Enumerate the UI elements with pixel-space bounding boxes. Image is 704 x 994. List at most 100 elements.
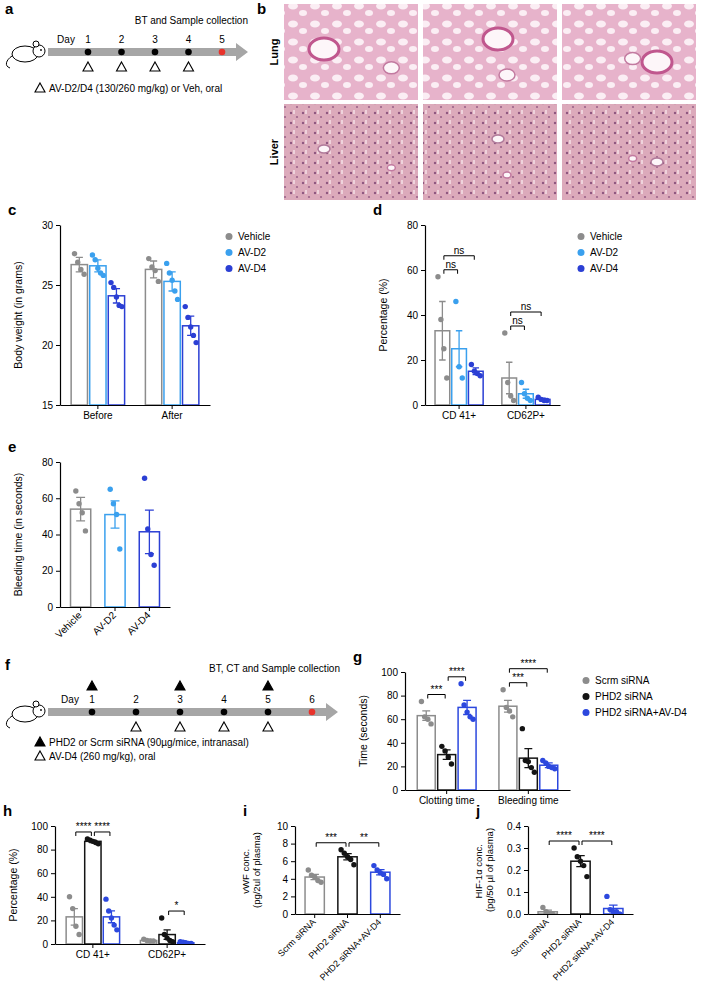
- data-point: [552, 766, 557, 771]
- y-axis-title: HIF-1α conc. (pg/50 µl of plasma): [473, 828, 495, 912]
- significance-label: ***: [431, 684, 443, 695]
- data-point: [425, 717, 430, 722]
- data-point: [529, 765, 534, 770]
- significance-label: ns: [445, 259, 456, 270]
- data-point: [584, 874, 589, 879]
- day-number: 5: [219, 34, 225, 45]
- y-tick-mark: [56, 498, 60, 499]
- data-point: [109, 915, 114, 920]
- data-point: [550, 911, 555, 914]
- y-tick-label: 20: [407, 355, 419, 366]
- y-tick: 60: [407, 265, 425, 276]
- triangle-marker: [263, 722, 273, 731]
- legend-marker: [226, 249, 233, 256]
- significance-bracket: [549, 841, 579, 845]
- y-tick: 30: [42, 220, 60, 231]
- bar: [159, 935, 175, 944]
- x-tick-mark: [613, 914, 614, 918]
- data-point: [90, 252, 95, 257]
- data-point: [470, 717, 475, 722]
- x-tick: AV-D4: [125, 607, 153, 637]
- data-point: [146, 256, 151, 261]
- panel-letter: b: [257, 0, 266, 17]
- y-tick-label: 40: [407, 310, 419, 321]
- bar: [338, 857, 357, 914]
- bar: [85, 841, 101, 944]
- day-dot: [177, 709, 184, 716]
- data-point: [581, 863, 586, 868]
- x-tick-label: CD 41+: [76, 949, 110, 960]
- y-tick-mark: [51, 826, 55, 827]
- y-tick-mark: [291, 879, 295, 880]
- y-tick-mark: [291, 896, 295, 897]
- error-bar: [506, 362, 512, 394]
- y-tick: 0: [42, 939, 55, 950]
- bar: [519, 758, 537, 790]
- y-tick-label: 2: [282, 891, 288, 902]
- data-point: [461, 702, 466, 707]
- data-point: [80, 510, 85, 515]
- significance-label: ****: [521, 658, 537, 669]
- y-tick-label: 60: [37, 868, 49, 879]
- error-bar: [150, 261, 157, 278]
- y-tick-label: 0.3: [507, 843, 521, 854]
- legend-label: PHD2 siRNA: [595, 691, 653, 702]
- data-point: [169, 278, 174, 283]
- legend-marker: [578, 249, 585, 256]
- y-tick: 0: [392, 785, 405, 796]
- y-tick-label: 4: [282, 874, 288, 885]
- y-tick-mark: [421, 270, 425, 271]
- y-tick-label: 0.2: [507, 865, 521, 876]
- x-tick: CD62P+: [148, 944, 186, 960]
- y-axis-line: [60, 226, 61, 406]
- x-tick-label: Bleeding time: [498, 795, 559, 806]
- data-point: [114, 927, 119, 932]
- histology-image: [423, 4, 557, 100]
- y-axis-title: Percentage (%): [7, 849, 19, 922]
- y-tick-label: 20: [42, 340, 54, 351]
- data-point: [522, 391, 527, 396]
- x-tick-mark: [92, 944, 93, 948]
- day-dot: [219, 49, 226, 56]
- panel-letter: c: [8, 201, 16, 218]
- x-axis: CD 41+CD62P+: [426, 405, 561, 421]
- day-dot: [309, 709, 316, 716]
- y-tick: 6: [282, 856, 295, 867]
- data-point: [67, 894, 72, 899]
- bar-chart: 020406080CD 41+CD62P+Percentage (%)nsnsn…: [377, 220, 561, 421]
- day-dot: [265, 709, 272, 716]
- y-axis-line: [295, 827, 296, 915]
- bar-chart: 15202530BeforeAfterBody weight (in grams…: [12, 220, 211, 421]
- y-tick-label: 15: [42, 400, 54, 411]
- triangle-marker: [219, 722, 229, 731]
- bar: [417, 716, 435, 790]
- x-tick-mark: [115, 607, 116, 611]
- y-tick-mark: [56, 405, 60, 406]
- x-tick-mark: [314, 914, 315, 918]
- data-point: [348, 857, 353, 862]
- significance-label: ****: [556, 830, 572, 841]
- y-tick: 20: [42, 565, 60, 576]
- histology-image: [284, 4, 418, 100]
- panel-letter: i: [243, 802, 247, 819]
- bar: [164, 281, 180, 405]
- data-point: [188, 324, 193, 329]
- x-axis: Scrm siRNAPHD2 siRNAPHD2 siRNA+AV-D4: [509, 914, 634, 982]
- data-point: [526, 759, 531, 764]
- day-dot: [85, 49, 92, 56]
- bar-chart: 0246810Scrm siRNAPHD2 siRNAPHD2 siRNA+AV…: [240, 821, 401, 983]
- y-tick-label: 20: [37, 915, 49, 926]
- y-tick: 40: [387, 738, 405, 749]
- data-point: [617, 911, 622, 914]
- x-tick-mark: [347, 914, 348, 918]
- data-point: [544, 398, 549, 403]
- data-point: [193, 340, 198, 345]
- data-point: [458, 681, 463, 686]
- data-point: [446, 754, 451, 759]
- data-point: [108, 280, 113, 285]
- data-point: [92, 257, 97, 262]
- error-bar: [76, 257, 83, 271]
- x-tick-mark: [172, 405, 173, 409]
- bar: [305, 877, 324, 914]
- plot-marks: [71, 251, 199, 405]
